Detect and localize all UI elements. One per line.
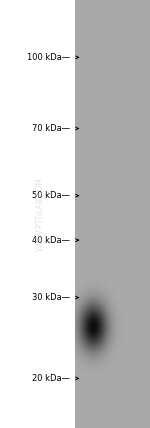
- Text: 30 kDa—: 30 kDa—: [32, 293, 70, 302]
- Text: WWW.PTGLAB.COM: WWW.PTGLAB.COM: [36, 177, 45, 251]
- Bar: [75, 0, 150, 428]
- Text: 40 kDa—: 40 kDa—: [33, 236, 70, 245]
- Text: 70 kDa—: 70 kDa—: [32, 124, 70, 133]
- Text: 20 kDa—: 20 kDa—: [33, 374, 70, 383]
- Text: 50 kDa—: 50 kDa—: [33, 191, 70, 200]
- Text: 100 kDa—: 100 kDa—: [27, 53, 70, 62]
